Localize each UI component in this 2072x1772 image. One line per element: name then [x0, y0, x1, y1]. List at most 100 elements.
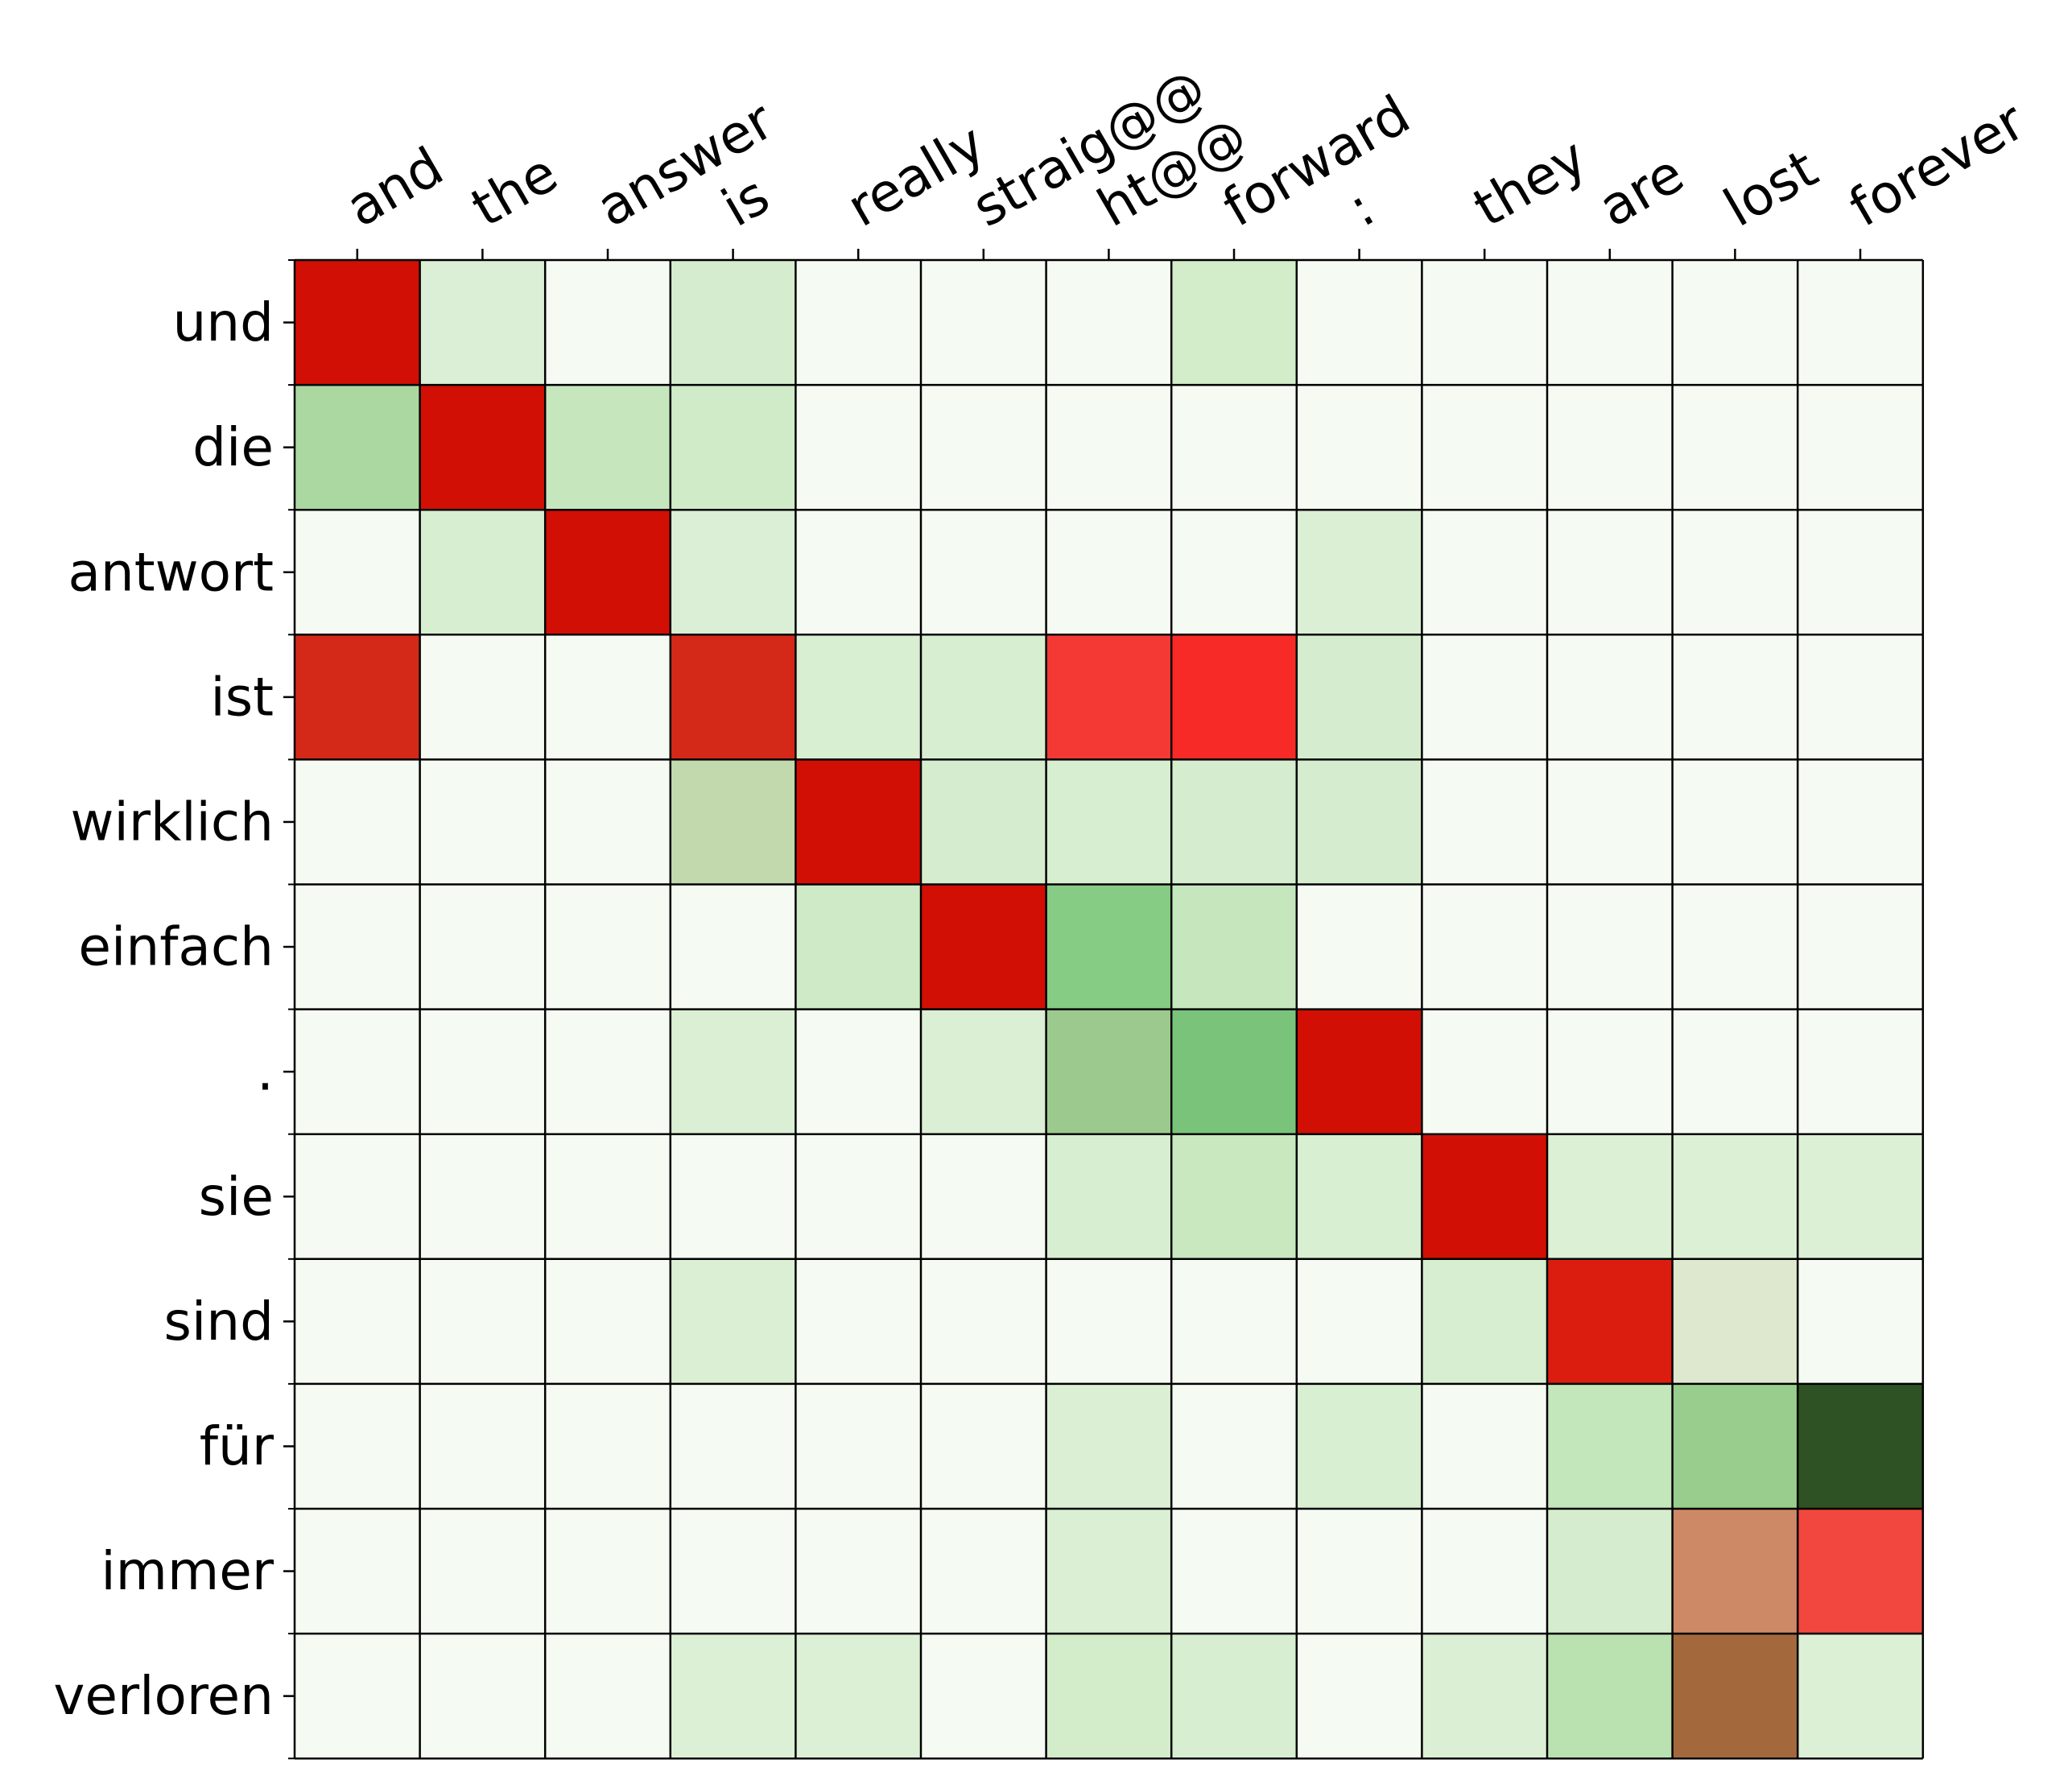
heatmap-cell-r4-c4: [795, 759, 921, 885]
heatmap-cell-r5-c8: [1296, 884, 1422, 1010]
heatmap-cell-r3-c6: [1046, 634, 1172, 760]
x-tick-label: forever: [1839, 89, 2036, 238]
heatmap-cell-r11-c9: [1422, 1634, 1547, 1759]
heatmap-cell-r8-c8: [1296, 1258, 1422, 1384]
y-tick-label: die: [192, 416, 274, 478]
heatmap-cell-r2-c5: [921, 510, 1046, 635]
y-tick-label: sind: [164, 1291, 274, 1353]
heatmap-cell-r6-c3: [670, 1009, 796, 1134]
heatmap-cell-r6-c11: [1672, 1009, 1798, 1134]
heatmap-cell-r2-c9: [1422, 510, 1547, 635]
heatmap-cell-r8-c12: [1798, 1258, 1923, 1384]
heatmap-cell-r0-c0: [295, 260, 420, 386]
heatmap-cell-r3-c8: [1296, 634, 1422, 760]
heatmap-cell-r1-c10: [1547, 385, 1673, 510]
heatmap-cell-r9-c7: [1171, 1383, 1297, 1509]
x-tick-label: they: [1463, 126, 1597, 238]
x-tick-label: are: [1588, 143, 1694, 239]
x-tick-label: really: [837, 112, 996, 239]
heatmap-cell-r9-c11: [1672, 1383, 1798, 1509]
heatmap-cell-r4-c11: [1672, 759, 1798, 885]
heatmap-cell-r2-c3: [670, 510, 796, 635]
heatmap-cell-r5-c6: [1046, 884, 1172, 1010]
y-axis-tick-labels: und die antwort ist wirklich einfach. sie sind f…: [53, 291, 274, 1727]
heatmap-cell-r2-c11: [1672, 510, 1798, 635]
heatmap-cell-r10-c10: [1547, 1509, 1673, 1634]
heatmap-cell-r5-c9: [1422, 884, 1547, 1010]
heatmap-cell-r6-c4: [795, 1009, 921, 1134]
heatmap-cell-r5-c1: [419, 884, 546, 1010]
heatmap-cell-r8-c4: [795, 1258, 921, 1384]
heatmap-cell-r10-c12: [1798, 1509, 1923, 1634]
heatmap-cell-r1-c3: [670, 385, 796, 510]
heatmap-cell-r2-c10: [1547, 510, 1673, 635]
heatmap-cell-r11-c10: [1547, 1634, 1673, 1759]
heatmap-gridlines: [293, 258, 1925, 1760]
heatmap-cell-r3-c0: [295, 634, 420, 760]
y-tick-label: einfach: [78, 916, 274, 978]
heatmap-cell-r4-c6: [1046, 759, 1172, 885]
heatmap-cell-r4-c10: [1547, 759, 1673, 885]
heatmap-cell-r7-c12: [1798, 1134, 1923, 1259]
heatmap-cell-r5-c0: [295, 884, 420, 1010]
heatmap-cell-r8-c7: [1171, 1258, 1297, 1384]
heatmap-cell-r6-c10: [1547, 1009, 1673, 1134]
heatmap-cell-r8-c11: [1672, 1258, 1798, 1384]
heatmap-cell-r8-c9: [1422, 1258, 1547, 1384]
heatmap-cell-r2-c2: [545, 510, 671, 635]
heatmap-cell-r0-c9: [1422, 260, 1547, 386]
heatmap-cell-r5-c3: [670, 884, 796, 1010]
heatmap-cell-r4-c0: [295, 759, 420, 885]
heatmap-cell-r7-c0: [295, 1134, 420, 1259]
heatmap-cell-r7-c7: [1171, 1134, 1297, 1259]
heatmap-cell-r3-c3: [670, 634, 796, 760]
heatmap-cell-r8-c1: [419, 1258, 546, 1384]
heatmap-cell-r6-c7: [1171, 1009, 1297, 1134]
heatmap-cell-r9-c12: [1798, 1383, 1923, 1509]
heatmap-cell-r0-c12: [1798, 260, 1923, 386]
heatmap-cell-r5-c7: [1171, 884, 1297, 1010]
heatmap-cell-r10-c3: [670, 1509, 796, 1634]
heatmap-cell-r8-c3: [670, 1258, 796, 1384]
heatmap-cell-r11-c0: [295, 1634, 420, 1759]
heatmap-cell-r7-c8: [1296, 1134, 1422, 1259]
heatmap-cell-r9-c9: [1422, 1383, 1547, 1509]
heatmap-cell-r3-c5: [921, 634, 1046, 760]
heatmap-cell-r7-c2: [545, 1134, 671, 1259]
heatmap-cell-r2-c0: [295, 510, 420, 635]
heatmap-cell-r2-c7: [1171, 510, 1297, 635]
heatmap-cell-r11-c8: [1296, 1634, 1422, 1759]
heatmap-cell-r10-c6: [1046, 1509, 1172, 1634]
heatmap-cell-r3-c2: [545, 634, 671, 760]
heatmap-cell-r0-c3: [670, 260, 796, 386]
y-tick-label: .: [257, 1041, 274, 1103]
heatmap-cell-r5-c11: [1672, 884, 1798, 1010]
heatmap-cell-r10-c7: [1171, 1509, 1297, 1634]
heatmap-cell-r7-c1: [419, 1134, 546, 1259]
heatmap-cell-r10-c9: [1422, 1509, 1547, 1634]
heatmap-cell-r10-c2: [545, 1509, 671, 1634]
heatmap-cell-r3-c12: [1798, 634, 1923, 760]
heatmap-cell-r10-c5: [921, 1509, 1046, 1634]
heatmap-cell-r1-c4: [795, 385, 921, 510]
heatmap-cell-r7-c3: [670, 1134, 796, 1259]
heatmap-cell-r4-c7: [1171, 759, 1297, 885]
heatmap-cell-r9-c0: [295, 1383, 420, 1509]
heatmap-cell-r6-c6: [1046, 1009, 1172, 1134]
y-tick-label: antwort: [68, 541, 274, 603]
heatmap-cell-r9-c4: [795, 1383, 921, 1509]
heatmap-cell-r10-c8: [1296, 1509, 1422, 1634]
heatmap-cell-r9-c3: [670, 1383, 796, 1509]
heatmap-cell-r1-c12: [1798, 385, 1923, 510]
heatmap-cell-r11-c12: [1798, 1634, 1923, 1759]
heatmap-cell-r8-c2: [545, 1258, 671, 1384]
heatmap-cell-r9-c2: [545, 1383, 671, 1509]
heatmap-cell-r4-c3: [670, 759, 796, 885]
heatmap-cell-r1-c1: [419, 385, 546, 510]
heatmap-cell-r0-c2: [545, 260, 671, 386]
heatmap-cell-r10-c1: [419, 1509, 546, 1634]
heatmap-cell-r5-c2: [545, 884, 671, 1010]
heatmap-cell-r1-c5: [921, 385, 1046, 510]
heatmap-cell-r10-c11: [1672, 1509, 1798, 1634]
